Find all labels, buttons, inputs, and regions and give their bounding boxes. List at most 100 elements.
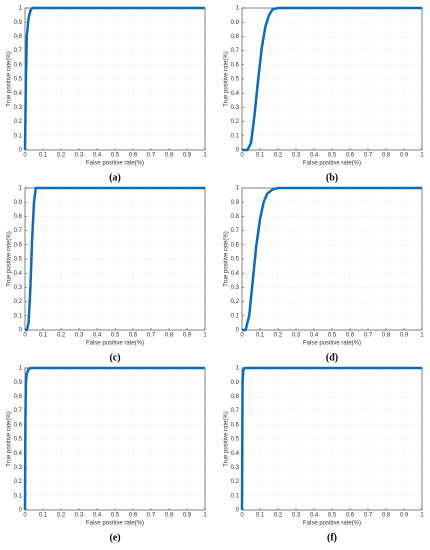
y-tick-label: 0.6 bbox=[231, 62, 240, 68]
x-tick-label: 0.7 bbox=[364, 513, 373, 519]
y-tick-label: 0.5 bbox=[14, 257, 23, 263]
x-tick-label: 0.3 bbox=[292, 153, 301, 159]
x-tick-label: 0.4 bbox=[310, 513, 319, 519]
x-tick-label: 0 bbox=[240, 513, 244, 519]
y-tick-label: 0.5 bbox=[231, 257, 240, 263]
x-tick-label: 0.7 bbox=[147, 153, 156, 159]
caption: (e) bbox=[109, 532, 120, 543]
x-tick-label: 0.2 bbox=[57, 513, 66, 519]
y-tick-label: 0.6 bbox=[231, 422, 240, 428]
x-axis-label: False positive rate(%) bbox=[303, 341, 361, 347]
x-tick-label: 0.8 bbox=[382, 153, 391, 159]
x-tick-label: 0.6 bbox=[129, 153, 138, 159]
y-tick-label: 0.8 bbox=[14, 34, 23, 40]
x-tick-label: 0.1 bbox=[256, 513, 265, 519]
y-tick-label: 0.2 bbox=[14, 119, 23, 125]
roc-curve bbox=[23, 366, 205, 511]
x-tick-label: 0.5 bbox=[111, 333, 120, 339]
x-tick-label: 0.3 bbox=[292, 513, 301, 519]
y-tick-label: 0 bbox=[236, 328, 240, 334]
y-tick-label: 0.4 bbox=[14, 271, 23, 277]
x-tick-label: 0.4 bbox=[310, 333, 319, 339]
y-tick-label: 0.3 bbox=[14, 285, 23, 291]
y-axis-label: True positive rate(%) bbox=[224, 51, 230, 106]
x-axis-label: False positive rate(%) bbox=[303, 161, 361, 167]
y-tick-label: 0.6 bbox=[14, 62, 23, 68]
roc-curve bbox=[25, 186, 205, 332]
x-tick-label: 0.2 bbox=[57, 153, 66, 159]
y-tick-label: 1 bbox=[236, 366, 240, 372]
y-tick-label: 0.2 bbox=[231, 479, 240, 485]
y-tick-label: 0.9 bbox=[231, 200, 240, 206]
roc-curve bbox=[242, 186, 422, 332]
y-tick-label: 0.1 bbox=[14, 133, 23, 139]
y-tick-label: 1 bbox=[19, 366, 23, 372]
x-tick-label: 0.1 bbox=[256, 153, 265, 159]
y-tick-label: 0.3 bbox=[14, 105, 23, 111]
y-tick-label: 0.4 bbox=[231, 451, 240, 457]
y-tick-label: 0.5 bbox=[231, 437, 240, 443]
y-tick-label: 0.9 bbox=[14, 380, 23, 386]
x-tick-label: 0.5 bbox=[111, 153, 120, 159]
y-tick-label: 0 bbox=[19, 328, 23, 334]
x-tick-label: 0.5 bbox=[328, 513, 337, 519]
y-tick-label: 1 bbox=[236, 6, 240, 12]
x-tick-label: 0.9 bbox=[400, 333, 409, 339]
y-tick-label: 1 bbox=[19, 186, 23, 192]
y-tick-label: 0.5 bbox=[14, 77, 23, 83]
x-tick-label: 0.7 bbox=[364, 333, 373, 339]
x-tick-label: 0.4 bbox=[93, 153, 102, 159]
x-tick-label: 1 bbox=[203, 513, 207, 519]
y-tick-label: 0.8 bbox=[231, 214, 240, 220]
roc-curve bbox=[240, 366, 422, 511]
y-tick-label: 0.2 bbox=[231, 299, 240, 305]
y-tick-label: 0.5 bbox=[231, 77, 240, 83]
x-tick-label: 0.5 bbox=[328, 333, 337, 339]
y-tick-label: 0.8 bbox=[231, 394, 240, 400]
y-tick-label: 0.3 bbox=[231, 465, 240, 471]
x-tick-label: 1 bbox=[420, 333, 424, 339]
y-axis-label: True positive rate(%) bbox=[224, 231, 230, 286]
y-tick-label: 0.9 bbox=[14, 200, 23, 206]
x-tick-label: 0.5 bbox=[328, 153, 337, 159]
y-tick-label: 0 bbox=[19, 508, 23, 514]
x-tick-label: 0.5 bbox=[111, 513, 120, 519]
y-tick-label: 0.7 bbox=[231, 228, 240, 234]
x-tick-label: 1 bbox=[203, 153, 207, 159]
x-tick-label: 0 bbox=[23, 513, 27, 519]
x-tick-label: 0.1 bbox=[39, 513, 48, 519]
y-tick-label: 0.4 bbox=[231, 271, 240, 277]
y-tick-label: 0.7 bbox=[14, 48, 23, 54]
y-tick-label: 0.1 bbox=[231, 493, 240, 499]
x-tick-label: 0 bbox=[240, 153, 244, 159]
y-tick-label: 0.4 bbox=[14, 91, 23, 97]
x-tick-label: 0.3 bbox=[75, 333, 84, 339]
x-axis-label: False positive rate(%) bbox=[86, 521, 144, 527]
y-tick-label: 0.6 bbox=[231, 242, 240, 248]
x-tick-label: 0.4 bbox=[93, 513, 102, 519]
x-tick-label: 0.9 bbox=[183, 333, 192, 339]
x-tick-label: 0.3 bbox=[75, 513, 84, 519]
x-tick-label: 0.2 bbox=[274, 153, 283, 159]
y-tick-label: 0.8 bbox=[14, 214, 23, 220]
x-tick-label: 1 bbox=[420, 153, 424, 159]
roc-curve bbox=[23, 6, 205, 151]
x-tick-label: 0.6 bbox=[129, 333, 138, 339]
y-tick-label: 0.9 bbox=[14, 20, 23, 26]
x-tick-label: 0.1 bbox=[39, 333, 48, 339]
x-tick-label: 0.4 bbox=[93, 333, 102, 339]
y-tick-label: 0.4 bbox=[231, 91, 240, 97]
x-tick-label: 0.6 bbox=[346, 333, 355, 339]
y-axis-label: True positive rate(%) bbox=[224, 411, 230, 466]
y-tick-label: 0.9 bbox=[231, 380, 240, 386]
x-tick-label: 0.9 bbox=[183, 153, 192, 159]
caption: (c) bbox=[109, 352, 120, 363]
x-tick-label: 0 bbox=[23, 333, 27, 339]
x-tick-label: 0 bbox=[240, 333, 244, 339]
x-axis-label: False positive rate(%) bbox=[303, 521, 361, 527]
y-tick-label: 0.3 bbox=[231, 285, 240, 291]
y-tick-label: 0.1 bbox=[14, 493, 23, 499]
y-tick-label: 0.7 bbox=[14, 228, 23, 234]
caption: (f) bbox=[327, 532, 337, 543]
